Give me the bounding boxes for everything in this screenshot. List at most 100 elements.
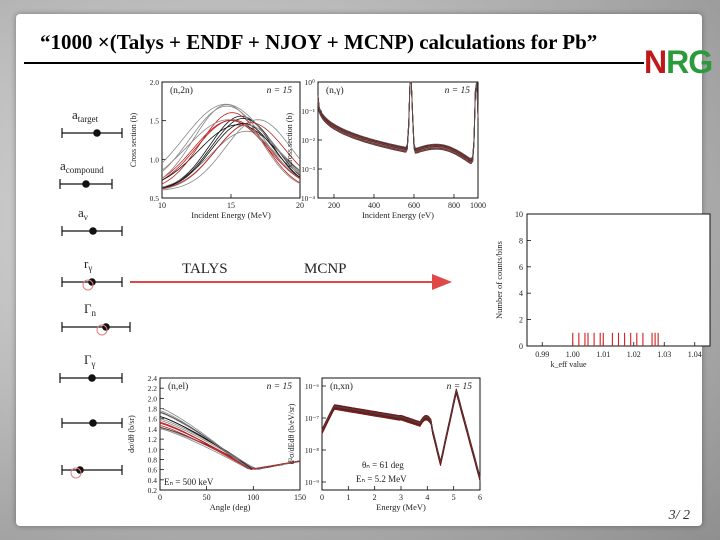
sample-count-label: n = 15 bbox=[445, 86, 471, 96]
workflow-arrow: TALYS MCNP bbox=[130, 261, 452, 290]
y-tick-label: 10⁻⁷ bbox=[305, 414, 319, 423]
x-tick-label: 4 bbox=[425, 493, 429, 502]
ng-sample-curve bbox=[317, 81, 479, 162]
y-tick-label: 0.5 bbox=[150, 194, 160, 203]
x-axis-label: Incident Energy (eV) bbox=[362, 210, 434, 220]
nel-sample-curve bbox=[159, 425, 301, 470]
x-tick-label: 3 bbox=[399, 493, 403, 502]
y-tick-label: 0.2 bbox=[148, 486, 158, 495]
mcnp-label: MCNP bbox=[304, 261, 347, 277]
y-tick-label: 1.0 bbox=[150, 155, 160, 164]
y-tick-label: 10⁻¹ bbox=[301, 107, 315, 116]
y-tick-label: 2.0 bbox=[150, 78, 160, 87]
ng-sample-curve bbox=[317, 81, 479, 159]
param-symbol: Γ bbox=[84, 352, 92, 367]
x-axis-label: Incident Energy (MeV) bbox=[191, 210, 271, 220]
panel-nxn: 0 1 2 3 4 5 6 10⁻⁹ 10⁻⁸ 10⁻⁷ 10⁻⁶ Energy (MeV) d²σ/d… bbox=[287, 377, 482, 512]
y-tick-label: 1.5 bbox=[150, 117, 160, 126]
x-tick-label: 600 bbox=[408, 201, 420, 210]
histogram-y-tick-label: 2 bbox=[519, 316, 523, 325]
x-tick-label: 800 bbox=[448, 201, 460, 210]
parameter-value-dot bbox=[93, 129, 101, 137]
histogram-x-tick-label: 1.03 bbox=[657, 350, 671, 359]
param-subscript: target bbox=[78, 114, 99, 124]
param-symbol: a bbox=[72, 107, 78, 122]
plot-frame bbox=[317, 81, 479, 199]
talys-label: TALYS bbox=[182, 261, 228, 277]
x-tick-label: 6 bbox=[478, 493, 482, 502]
incident-energy-note: Eₙ = 500 keV bbox=[164, 477, 214, 487]
n2n-sample-curve bbox=[161, 122, 301, 189]
panel-ng: 200 400 600 800 1000 10⁻⁴ 10⁻³ 10⁻² 10⁻¹ 10⁰ Incid… bbox=[285, 78, 486, 220]
y-tick-label: 10⁻⁸ bbox=[305, 446, 319, 455]
histogram-x-tick-label: 1.04 bbox=[688, 350, 702, 359]
outgoing-energy-note: Eₙ = 5.2 MeV bbox=[356, 474, 407, 484]
x-tick-label: 150 bbox=[294, 493, 306, 502]
x-axis-label: Energy (MeV) bbox=[376, 502, 426, 512]
sample-count-label: n = 15 bbox=[447, 382, 473, 392]
y-tick-label: 1.8 bbox=[148, 405, 158, 414]
histogram-x-tick-label: 1.01 bbox=[596, 350, 610, 359]
y-tick-label: 0.6 bbox=[148, 466, 158, 475]
param-subscript: γ bbox=[87, 263, 92, 273]
y-axis-label: dσ/dθ (b/sr) bbox=[127, 415, 136, 453]
param-symbol: a bbox=[78, 205, 84, 220]
y-tick-label: 10⁻⁹ bbox=[305, 478, 319, 487]
x-tick-label: 1 bbox=[346, 493, 350, 502]
histogram-y-tick-label: 6 bbox=[519, 263, 523, 272]
page-number: 3/ 2 bbox=[668, 508, 690, 523]
n2n-sample-curve bbox=[161, 112, 301, 185]
y-tick-label: 10⁰ bbox=[304, 78, 315, 87]
nrg-logo: NRG bbox=[644, 44, 713, 80]
x-tick-label: 10 bbox=[158, 201, 166, 210]
param-subscript: compound bbox=[66, 165, 104, 175]
y-tick-label: 2.2 bbox=[148, 384, 158, 393]
y-tick-label: 10⁻² bbox=[301, 136, 315, 145]
ng-sample-curve bbox=[317, 81, 479, 163]
param-label: acompound bbox=[60, 158, 104, 175]
x-tick-label: 1000 bbox=[470, 201, 486, 210]
y-tick-label: 1.2 bbox=[148, 435, 158, 444]
histogram-x-tick-label: 1.02 bbox=[627, 350, 641, 359]
x-tick-label: 400 bbox=[368, 201, 380, 210]
histogram-y-tick-label: 4 bbox=[519, 289, 523, 298]
x-tick-label: 0 bbox=[320, 493, 324, 502]
x-tick-label: 20 bbox=[296, 201, 304, 210]
x-tick-label: 0 bbox=[158, 493, 162, 502]
panel-nel: 0 50 100 1500.20.40.60.81.01.21.41.61.82.02… bbox=[127, 374, 306, 512]
y-tick-label: 1.4 bbox=[148, 425, 158, 434]
param-label: rγ bbox=[84, 256, 92, 273]
x-tick-label: 50 bbox=[203, 493, 211, 502]
n2n-sample-curve bbox=[161, 123, 301, 189]
sampled-value-marker bbox=[82, 279, 94, 291]
reaction-label: (n,xn) bbox=[330, 381, 353, 392]
y-tick-label: 1.6 bbox=[148, 415, 158, 424]
ng-sample-curve bbox=[317, 81, 479, 161]
ng-sample-curve bbox=[317, 81, 479, 164]
n2n-sample-curve bbox=[161, 119, 301, 175]
param-symbol: Γ bbox=[84, 301, 92, 316]
param-symbol: r bbox=[84, 256, 89, 271]
histogram-x-axis-label: k_eff value bbox=[550, 360, 587, 369]
y-tick-label: 0.4 bbox=[148, 476, 158, 485]
y-axis-label: Cross section (b) bbox=[129, 113, 138, 168]
x-tick-label: 100 bbox=[247, 493, 259, 502]
x-tick-label: 2 bbox=[373, 493, 377, 502]
reaction-label: (n,el) bbox=[168, 381, 188, 392]
x-axis-label: Angle (deg) bbox=[210, 502, 251, 512]
y-tick-label: 0.8 bbox=[148, 455, 158, 464]
sampled-value-marker bbox=[96, 324, 108, 336]
sampled-value-marker bbox=[70, 467, 82, 479]
y-tick-label: 10⁻⁴ bbox=[301, 194, 315, 203]
y-tick-label: 2.4 bbox=[148, 374, 158, 383]
x-tick-label: 5 bbox=[452, 493, 456, 502]
keff-histogram: 0 2 4 6 8 10 0.99 1.00 1.01 1.02 1.03 1.04 k_eff val… bbox=[494, 210, 711, 369]
param-label: Γn bbox=[84, 301, 97, 318]
param-subscript: γ bbox=[91, 359, 96, 369]
param-subscript: ν bbox=[84, 212, 88, 222]
param-label: aν bbox=[78, 205, 88, 222]
y-tick-label: 10⁻³ bbox=[301, 165, 315, 174]
x-tick-label: 15 bbox=[227, 201, 235, 210]
parameter-value-dot bbox=[89, 227, 97, 235]
